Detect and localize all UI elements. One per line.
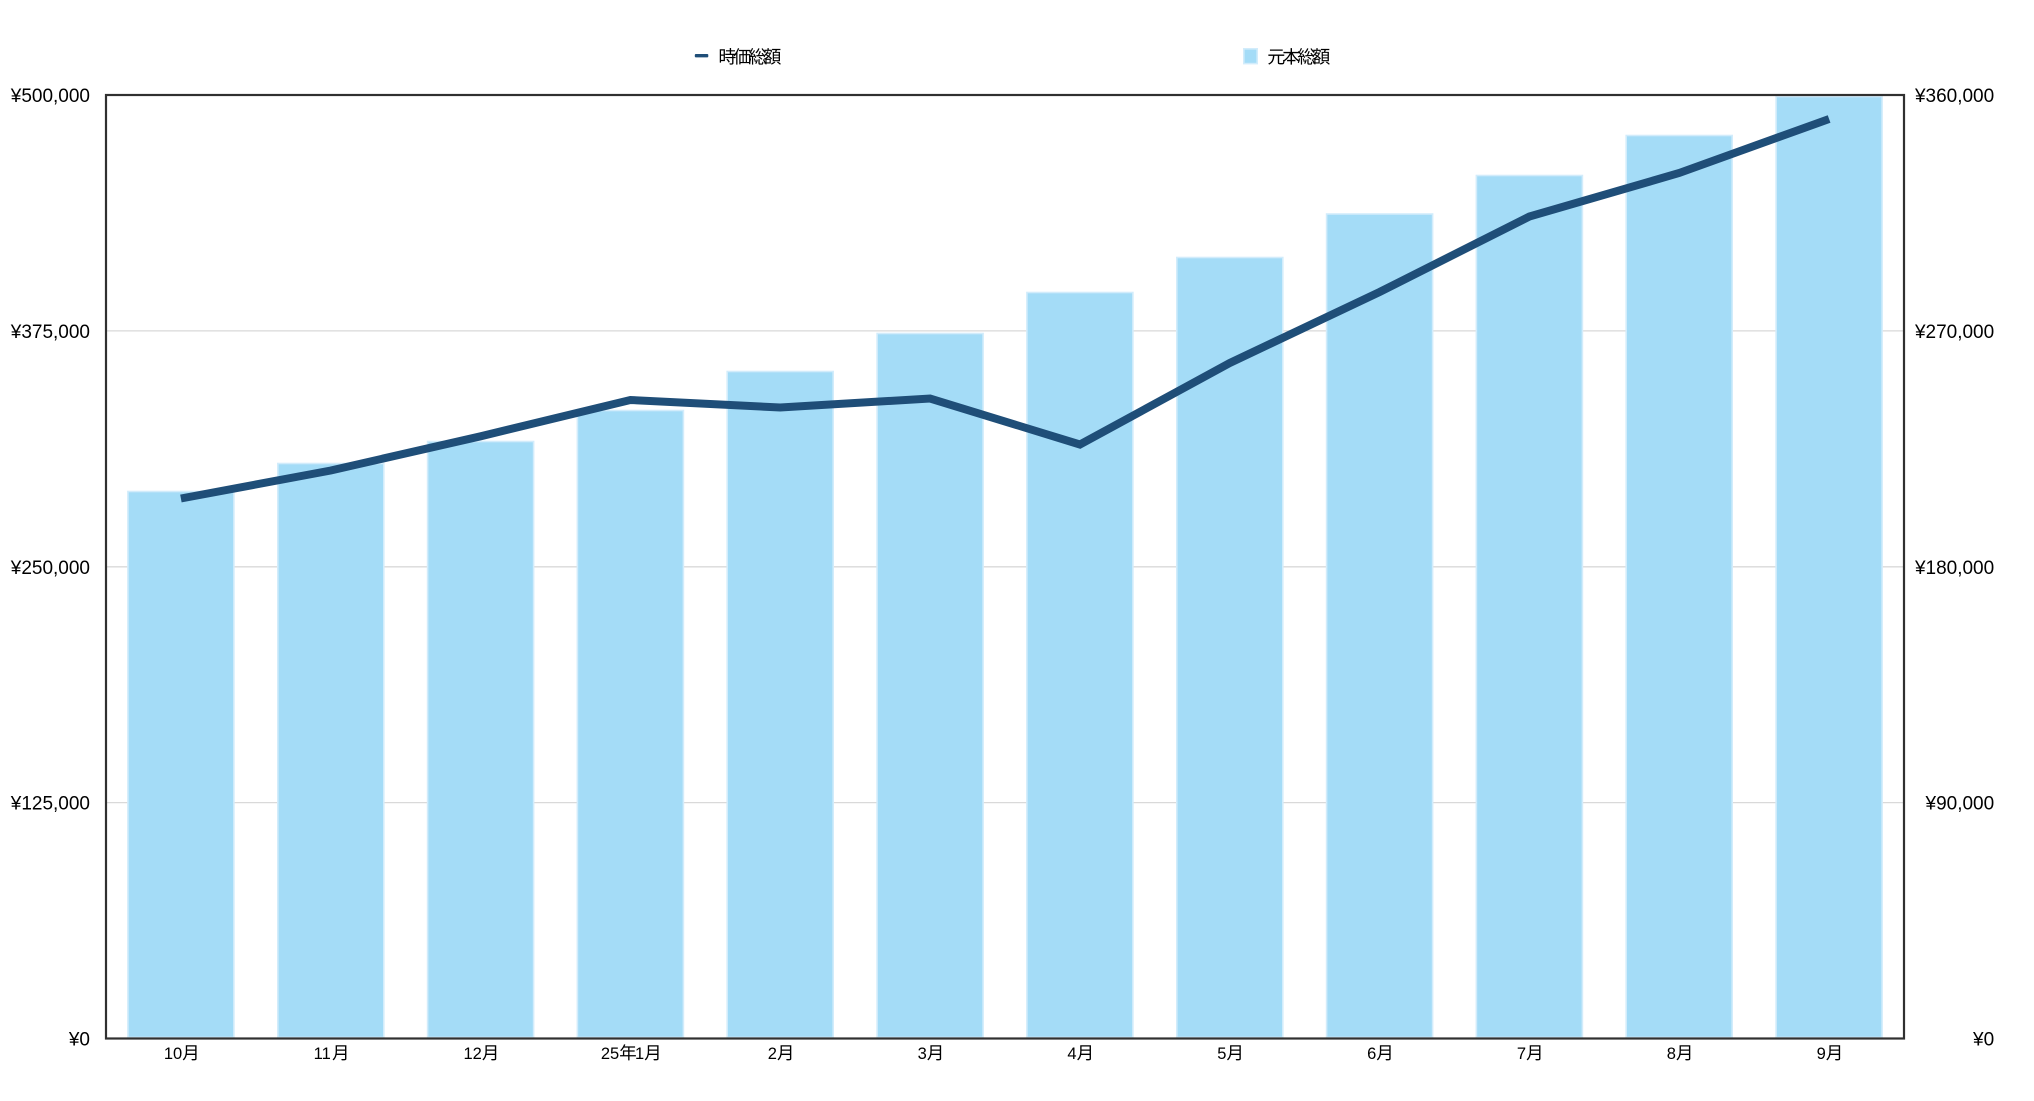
svg-text:3: 3 [918,1045,927,1063]
svg-text:¥90,000: ¥90,000 [1925,794,1995,815]
svg-text:10: 10 [164,1045,182,1063]
svg-text:1: 1 [635,1045,644,1063]
svg-text:¥180,000: ¥180,000 [1914,558,1994,579]
svg-text:¥0: ¥0 [68,1030,90,1051]
svg-text:7: 7 [1517,1045,1526,1063]
svg-text:8: 8 [1667,1045,1676,1063]
svg-text:¥250,000: ¥250,000 [10,558,90,579]
svg-text:12: 12 [464,1045,482,1063]
svg-text:¥125,000: ¥125,000 [10,794,90,815]
svg-text:¥360,000: ¥360,000 [1914,86,1994,107]
svg-text:2: 2 [768,1045,777,1063]
svg-text:11: 11 [314,1045,331,1063]
svg-text:4: 4 [1067,1045,1076,1063]
svg-text:25: 25 [601,1045,619,1063]
svg-text:6: 6 [1367,1045,1376,1063]
svg-text:¥500,000: ¥500,000 [10,86,90,107]
svg-text:¥375,000: ¥375,000 [10,322,90,343]
svg-text:9: 9 [1817,1045,1826,1063]
svg-text:¥0: ¥0 [1972,1030,1994,1051]
svg-text:5: 5 [1217,1045,1226,1063]
svg-text:¥270,000: ¥270,000 [1914,322,1994,343]
